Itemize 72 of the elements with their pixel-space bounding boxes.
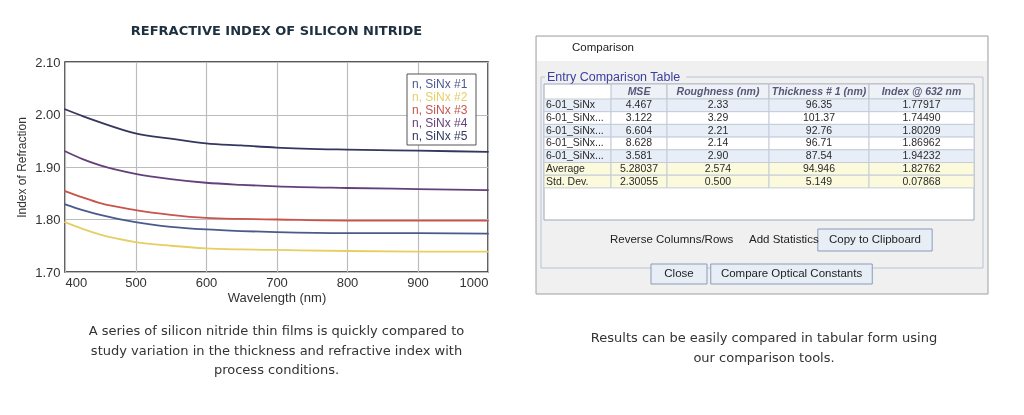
y-tick-label: Average [546, 161, 586, 174]
x-tick-label: 900 [407, 274, 429, 290]
y-tick-label: 6-01_SiNx [546, 98, 596, 111]
text: n, SiNx #1 [412, 76, 468, 91]
data-label: 3.122 [625, 111, 653, 124]
text: Compare Optical Constants [720, 267, 863, 279]
x-tick-label: Roughness (nm) [676, 84, 760, 97]
y-tick-label: 6-01_SiNx... [546, 123, 604, 136]
chart-title: REFRACTIVE INDEX OF SILICON NITRIDE [130, 23, 423, 38]
y-tick-label: 6-01_SiNx... [546, 111, 604, 124]
x-tick-label: 500 [125, 274, 147, 290]
data-label: 0.500 [704, 174, 732, 187]
x-tick-label: 700 [266, 274, 288, 290]
text: Copy to Clipboard [828, 233, 922, 245]
line-series [64, 190, 489, 222]
text: Close [664, 267, 694, 279]
text: Add Statistics [749, 233, 819, 245]
x-axis-title: Wavelength (nm) [227, 289, 327, 305]
y-tick-label: 1.90 [35, 159, 61, 175]
data-label: 92.76 [805, 123, 833, 136]
x-tick-label: 400 [65, 274, 88, 290]
data-label: 3.29 [707, 111, 729, 124]
data-label: 0.07868 [902, 174, 941, 187]
text: n, SiNx #2 [412, 89, 468, 104]
line-series [64, 203, 489, 235]
y-tick-label: 1.80 [35, 212, 61, 227]
data-label: 2.33 [707, 98, 729, 111]
x-tick-label: Thickness # 1 (nm) [771, 84, 867, 97]
y-tick-label: 1.70 [35, 264, 61, 280]
data-label: 2.90 [707, 149, 729, 162]
data-label: 87.54 [805, 149, 833, 162]
chart-title: Comparison [572, 41, 634, 53]
x-tick-label: MSE [627, 84, 652, 97]
data-label: 96.71 [805, 136, 833, 149]
data-label: 2.21 [707, 123, 729, 136]
y-tick-label: Std. Dev. [546, 174, 589, 187]
line-series [64, 221, 489, 253]
text: n, SiNx #4 [412, 115, 468, 130]
data-label: 4.467 [625, 98, 653, 111]
data-label: 5.28037 [620, 161, 659, 174]
data-label: 1.77917 [902, 98, 941, 111]
data-label: 1.94232 [902, 149, 941, 162]
chart-subtitle: Entry Comparison Table [547, 70, 681, 84]
data-label: 8.628 [625, 136, 653, 149]
data-label: 2.30055 [620, 174, 659, 187]
data-label: 1.74490 [902, 111, 941, 124]
data-label: 2.14 [707, 136, 729, 149]
y-tick-label: 6-01_SiNx... [546, 149, 604, 162]
data-label: 101.37 [802, 111, 836, 124]
data-label: 1.80209 [902, 123, 941, 136]
data-label: 2.574 [704, 161, 732, 174]
text: A series of silicon nitride thin films is quickly compared to study variation in the thickness and refractive index with process conditions. [88, 323, 465, 377]
data-label: 1.86962 [902, 136, 941, 149]
series-label: n, SiNx #5 [412, 128, 468, 143]
y-tick-label: 2.00 [35, 107, 61, 122]
data-label: 94.946 [802, 161, 836, 174]
data-label: 5.149 [805, 174, 833, 187]
text: Reverse Columns/Rows [610, 233, 734, 245]
x-tick-label: Index @ 632 nm [881, 84, 962, 97]
x-tick-label: 800 [336, 274, 359, 290]
data-label: 1.82762 [902, 161, 941, 174]
y-tick-label: 6-01_SiNx... [546, 136, 604, 149]
y-axis-title: Index of Refraction [15, 117, 30, 218]
text: Results can be easily compared in tabular form using our comparison tools. [590, 330, 938, 365]
y-tick-label: 2.10 [35, 54, 61, 70]
x-tick-label: 600 [195, 274, 218, 290]
data-label: 6.604 [625, 123, 653, 136]
x-tick-label: 1000 [459, 274, 489, 290]
line-series [64, 150, 489, 191]
data-label: 96.35 [805, 98, 833, 111]
data-label: 3.581 [625, 149, 653, 162]
text: n, SiNx #3 [412, 102, 468, 117]
